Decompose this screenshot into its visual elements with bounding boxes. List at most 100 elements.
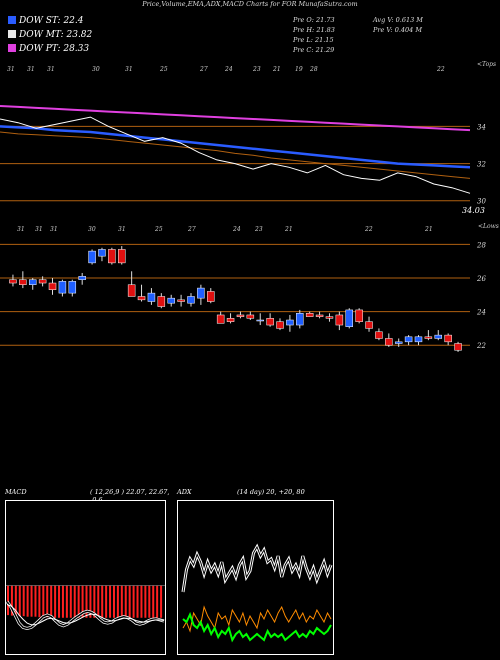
candle-body: [207, 291, 215, 302]
macd-histogram-bar: [128, 585, 131, 618]
candle-body: [404, 336, 413, 343]
adx-line: [182, 545, 332, 593]
candle-body: [266, 318, 274, 326]
top-tick-label: 27: [199, 66, 208, 73]
macd-histogram-bar: [152, 585, 155, 618]
ema-line-slow: [0, 131, 471, 179]
y-tick-label: 28: [476, 241, 486, 249]
candle-body: [48, 282, 57, 291]
macd-histogram-bar: [46, 585, 49, 618]
candle-body: [88, 250, 96, 264]
candle-body: [197, 287, 205, 299]
candle-body: [305, 313, 314, 317]
macd-chart: [5, 500, 166, 655]
y-tick-label: 24: [476, 309, 486, 317]
ema-line-pink: [0, 105, 471, 132]
candle-body: [19, 279, 27, 285]
macd-histogram-bar: [30, 585, 33, 617]
candle-body: [355, 309, 363, 322]
macd-histogram-bar: [7, 585, 9, 616]
y-tick-label: 22: [476, 342, 486, 350]
macd-histogram-bar: [42, 585, 45, 618]
candle-body: [444, 334, 452, 343]
candle-body: [68, 281, 77, 294]
candle-body: [9, 279, 17, 284]
top-tick-label: 31: [27, 66, 35, 73]
macd-line: [6, 601, 165, 630]
candle-body: [335, 314, 344, 326]
macd-histogram-bar: [93, 585, 96, 618]
adx-title: ADX: [177, 488, 192, 496]
candle-body: [216, 314, 225, 324]
candle-body: [434, 334, 443, 339]
adx-params: (14 day) 20, +20, 80: [237, 488, 305, 496]
candle-body: [226, 318, 235, 322]
macd-histogram-bar: [140, 585, 143, 618]
candle-body: [28, 279, 37, 285]
candle-body: [286, 319, 294, 326]
candlestick-chart: 31 31 31 30 31 25 27 24 23 21 22 21 <Lows 28 26 24 22: [0, 223, 499, 352]
legend-label-pt: DOW PT: 28.33: [19, 44, 90, 54]
di-plus-line: [182, 611, 332, 643]
candle-body: [127, 284, 136, 297]
signal-line: [6, 603, 165, 626]
macd-histogram-bar: [58, 585, 61, 618]
top-tick-label: 21: [284, 226, 293, 233]
adx-header: ADX (14 day) 20, +20, 80: [177, 488, 337, 496]
candle-body: [246, 314, 255, 319]
top-tick-label: 31: [17, 226, 25, 233]
macd-histogram-bar: [61, 585, 64, 618]
macd-histogram-bar: [97, 585, 100, 618]
candle-body: [167, 297, 175, 304]
candle-body: [345, 309, 353, 327]
top-tick-label: 23: [254, 226, 263, 233]
y-tick-label: 26: [476, 275, 486, 283]
macd-frame: [5, 500, 166, 655]
macd-histogram-bar: [148, 585, 151, 618]
candle-body: [454, 343, 462, 351]
last-price-label: 34.03: [462, 206, 485, 215]
top-tick-label: 31: [47, 66, 55, 73]
stat-pre-volume: Pre V: 0.404 M: [373, 26, 423, 34]
macd-histogram-bar: [120, 585, 123, 618]
macd-histogram-bar: [26, 585, 29, 617]
macd-histogram-bar: [156, 585, 159, 618]
top-tick-label: 30: [88, 226, 96, 233]
legend-dow-st: DOW ST: 22.4: [8, 16, 84, 26]
price-line: [0, 116, 471, 194]
top-tick-label: 31: [35, 226, 43, 233]
top-tick-label: 19: [295, 66, 303, 73]
macd-histogram-bar: [10, 585, 13, 616]
candle-body: [424, 336, 433, 339]
candle-body: [187, 296, 195, 304]
top-tick-label: 28: [309, 66, 318, 73]
macd-histogram-bar: [101, 585, 104, 618]
legend-swatch-pt: [8, 44, 16, 52]
candle-body: [38, 279, 47, 284]
stat-pre-open: Pre O: 21.73: [293, 16, 335, 24]
macd-histogram-bar: [38, 585, 41, 618]
macd-histogram-bar: [22, 585, 25, 617]
macd-histogram-bar: [77, 585, 80, 618]
candle-body: [315, 314, 324, 317]
corner-label: <Lows: [478, 223, 499, 230]
macd-title: MACD: [5, 488, 27, 496]
top-tick-label: 30: [92, 66, 100, 73]
top-tick-label: 24: [232, 226, 241, 233]
top-tick-label: 31: [7, 66, 15, 73]
macd-histogram-bar: [81, 585, 84, 618]
candle-body: [98, 249, 106, 257]
candle-body: [385, 338, 393, 346]
y-tick-label: 32: [477, 161, 486, 169]
top-tick-label: 27: [187, 226, 196, 233]
candle-body: [137, 296, 146, 301]
top-tick-label: 22: [364, 226, 373, 233]
macd-histogram-bar: [73, 585, 76, 618]
candle-body: [118, 249, 126, 264]
macd-histogram-bar: [136, 585, 139, 618]
di-minus-line: [182, 605, 332, 633]
top-tick-label: 25: [154, 226, 163, 233]
stat-pre-low: Pre L: 21.15: [293, 36, 334, 44]
top-tick-label: 31: [118, 226, 126, 233]
ema-line-blue: [0, 125, 471, 169]
